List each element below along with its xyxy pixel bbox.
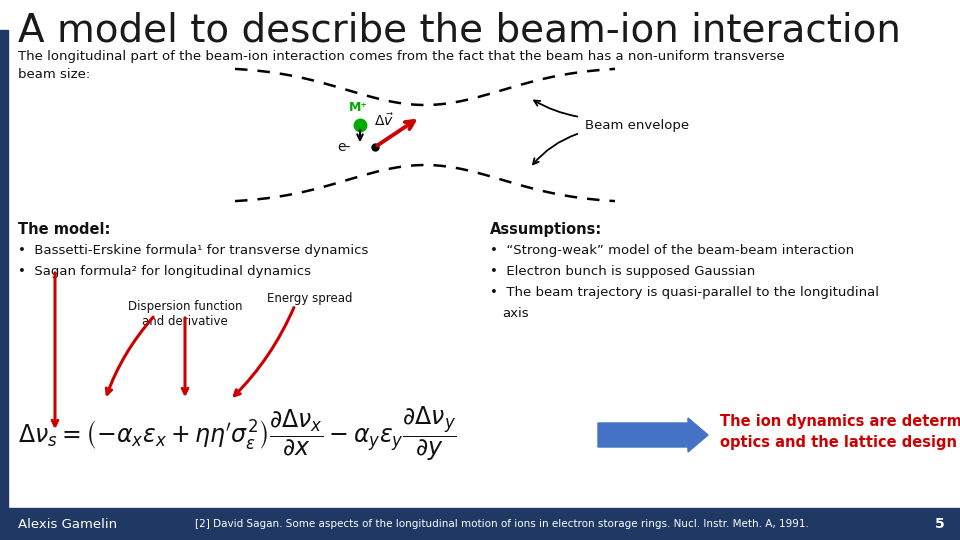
Text: M⁺: M⁺ (348, 101, 368, 114)
Text: Beam envelope: Beam envelope (585, 118, 689, 132)
FancyArrow shape (598, 418, 708, 452)
Text: The longitudinal part of the beam-ion interaction comes from the fact that the b: The longitudinal part of the beam-ion in… (18, 50, 784, 81)
Text: The ion dynamics are determined by the
optics and the lattice design: The ion dynamics are determined by the o… (720, 414, 960, 450)
Text: Alexis Gamelin: Alexis Gamelin (18, 517, 117, 530)
Bar (0, 30, 8, 508)
Text: •  The beam trajectory is quasi-parallel to the longitudinal: • The beam trajectory is quasi-parallel … (490, 286, 879, 299)
Text: Energy spread: Energy spread (267, 292, 352, 305)
Text: A model to describe the beam-ion interaction: A model to describe the beam-ion interac… (18, 12, 900, 50)
Text: [2] David Sagan. Some aspects of the longitudinal motion of ions in electron sto: [2] David Sagan. Some aspects of the lon… (195, 519, 809, 529)
Text: Assumptions:: Assumptions: (490, 222, 602, 237)
Text: $\Delta\vec{v}$: $\Delta\vec{v}$ (374, 113, 394, 129)
Text: •  “Strong-weak” model of the beam-beam interaction: • “Strong-weak” model of the beam-beam i… (490, 244, 854, 257)
Text: •  Bassetti-Erskine formula¹ for transverse dynamics: • Bassetti-Erskine formula¹ for transver… (18, 244, 369, 257)
Text: axis: axis (502, 307, 529, 320)
Text: •  Sagan formula² for longitudinal dynamics: • Sagan formula² for longitudinal dynami… (18, 265, 311, 278)
Text: e-: e- (338, 140, 351, 154)
Text: 5: 5 (935, 517, 945, 531)
Text: $\Delta\nu_s = \left(-\alpha_x\varepsilon_x + \eta\eta^\prime\sigma_\varepsilon^: $\Delta\nu_s = \left(-\alpha_x\varepsilo… (18, 405, 457, 463)
Text: Dispersion function
and derivative: Dispersion function and derivative (128, 300, 242, 328)
Text: •  Electron bunch is supposed Gaussian: • Electron bunch is supposed Gaussian (490, 265, 756, 278)
Bar (0, 508, 960, 540)
Text: The model:: The model: (18, 222, 110, 237)
